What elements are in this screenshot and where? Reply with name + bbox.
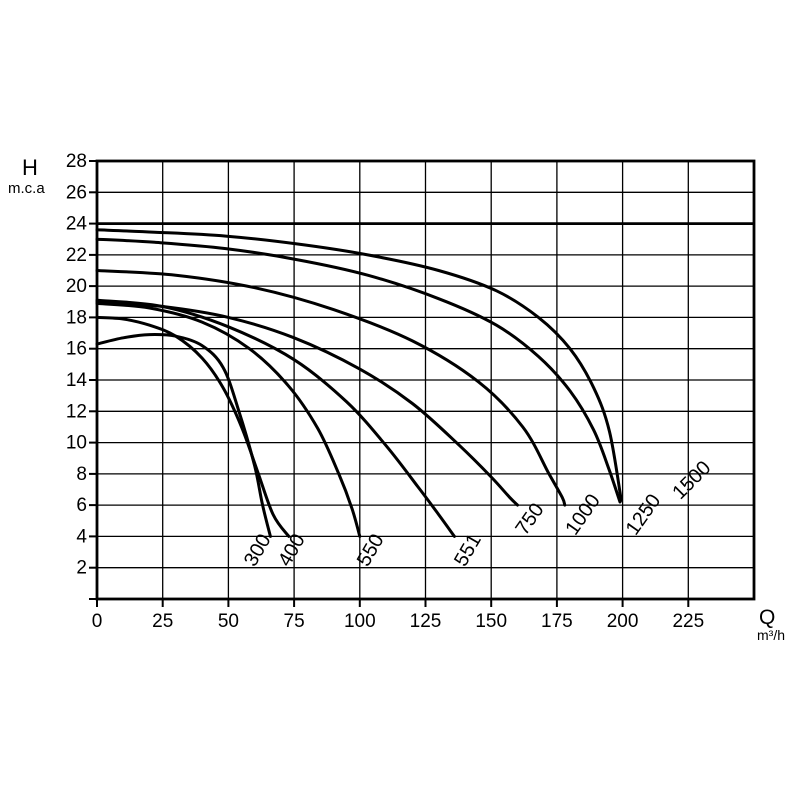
svg-text:50: 50 (218, 611, 239, 632)
svg-text:10: 10 (66, 433, 87, 454)
svg-text:16: 16 (66, 339, 87, 360)
svg-text:26: 26 (66, 182, 87, 203)
svg-text:28: 28 (66, 151, 87, 172)
svg-text:150: 150 (475, 611, 507, 632)
svg-text:225: 225 (672, 611, 704, 632)
svg-text:6: 6 (76, 495, 87, 516)
svg-text:12: 12 (66, 401, 87, 422)
svg-text:24: 24 (66, 214, 88, 235)
svg-text:4: 4 (76, 526, 87, 547)
svg-text:75: 75 (284, 611, 305, 632)
svg-text:H: H (22, 155, 38, 180)
svg-text:200: 200 (607, 611, 639, 632)
svg-text:14: 14 (66, 370, 88, 391)
svg-text:2: 2 (76, 558, 87, 579)
svg-text:25: 25 (152, 611, 173, 632)
svg-text:125: 125 (410, 611, 442, 632)
svg-text:m³/h: m³/h (757, 627, 785, 643)
svg-text:175: 175 (541, 611, 573, 632)
svg-text:100: 100 (344, 611, 376, 632)
svg-text:22: 22 (66, 245, 87, 266)
svg-text:20: 20 (66, 276, 87, 297)
svg-text:m.c.a: m.c.a (8, 180, 45, 197)
svg-text:Q: Q (759, 606, 775, 629)
svg-text:0: 0 (92, 611, 103, 632)
svg-text:18: 18 (66, 307, 87, 328)
svg-text:8: 8 (76, 464, 87, 485)
